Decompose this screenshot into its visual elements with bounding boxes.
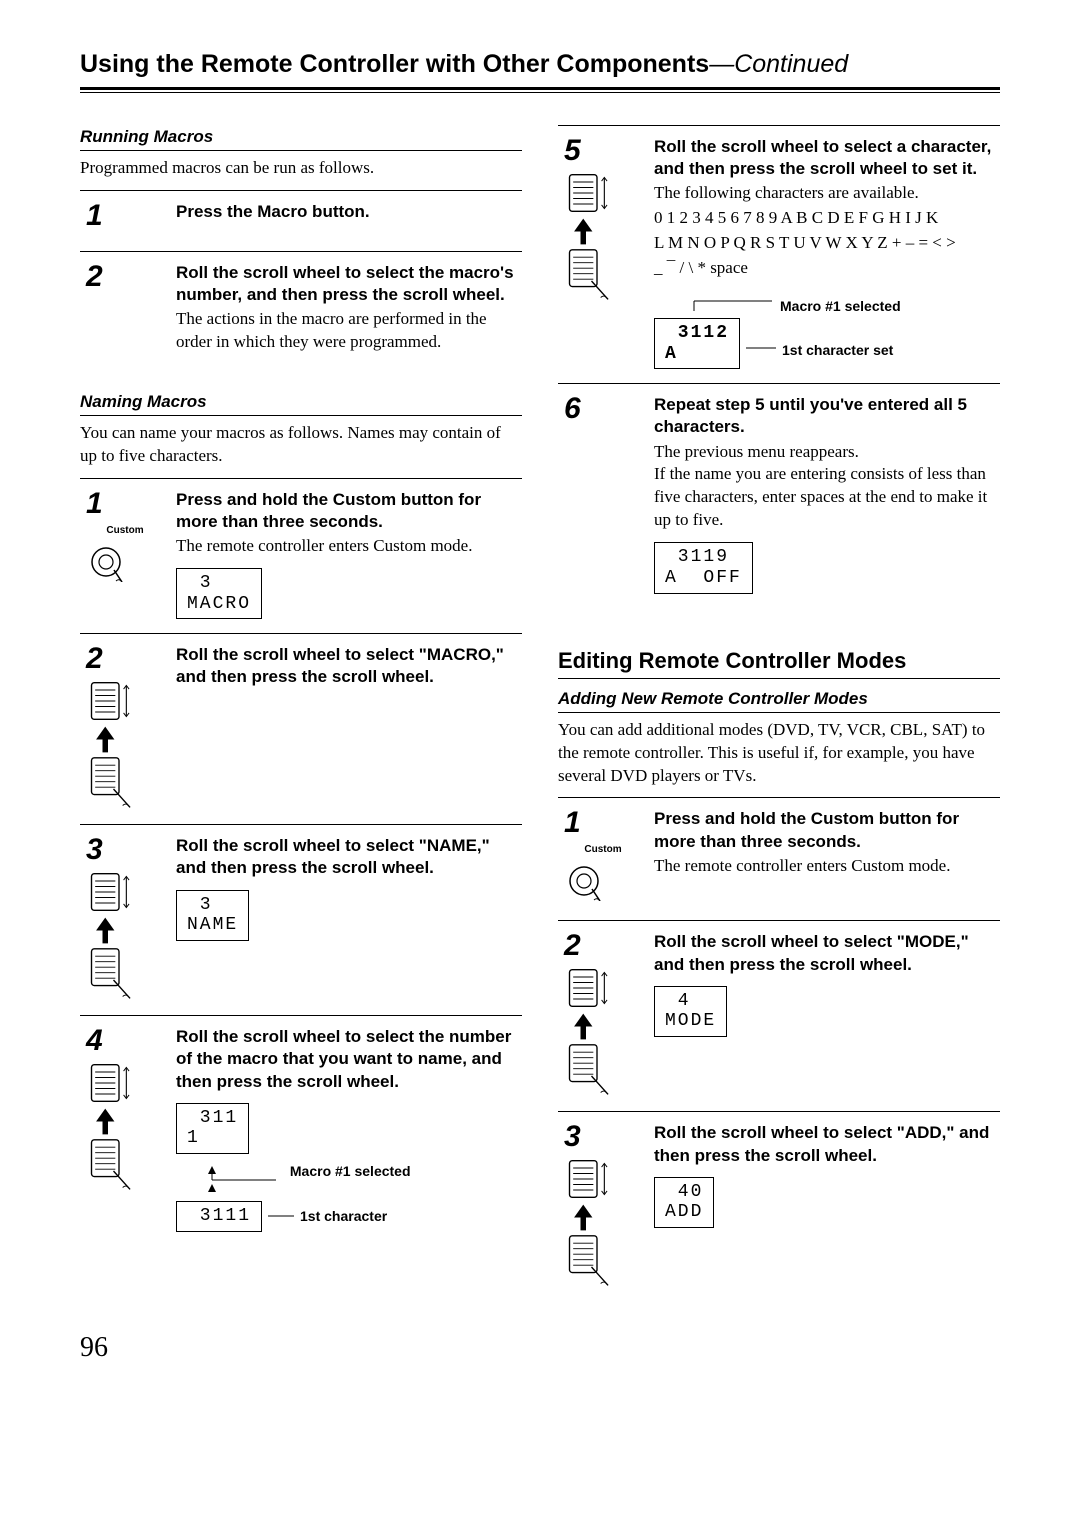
step-instruction: Roll the scroll wheel to select "MODE," … <box>654 931 994 975</box>
page-number: 96 <box>80 1332 1000 1364</box>
annotation-block: Macro #1 selected <box>176 1164 516 1201</box>
annotation-label: Macro #1 selected <box>290 1163 411 1179</box>
step-description: The remote controller enters Custom mode… <box>654 855 994 878</box>
annotation-label: Macro #1 selected <box>780 298 901 314</box>
lcd-display: 3111 <box>176 1201 262 1232</box>
step-number: 1 <box>564 808 642 838</box>
lcd-display: 311 1 <box>176 1103 249 1154</box>
annotation-label: 1st character set <box>782 342 893 358</box>
running-macros-heading: Running Macros <box>80 127 522 151</box>
annotation-block: Macro #1 selected 3112 A 1st character s… <box>654 298 994 369</box>
step-instruction: Roll the scroll wheel to select the numb… <box>176 1026 516 1092</box>
scroll-wheel-icon <box>86 871 164 1001</box>
step-number: 2 <box>86 262 164 292</box>
step-instruction: Press and hold the Custom button for mor… <box>654 808 994 852</box>
step-number: 2 <box>86 644 164 674</box>
adding-modes-subhead: Adding New Remote Controller Modes <box>558 689 1000 713</box>
step-description: The actions in the macro are performed i… <box>176 308 516 354</box>
step-number: 2 <box>564 931 642 961</box>
running-macros-intro: Programmed macros can be run as follows. <box>80 157 522 180</box>
step-number: 1 <box>86 201 164 231</box>
step-description: The following characters are available. <box>654 182 994 205</box>
lcd-display: 3119 A OFF <box>654 542 753 593</box>
scroll-wheel-icon <box>564 1158 642 1288</box>
step-number: 4 <box>86 1026 164 1056</box>
step-instruction: Roll the scroll wheel to select the macr… <box>176 262 516 306</box>
step-instruction: Roll the scroll wheel to select "NAME," … <box>176 835 516 879</box>
step-number: 3 <box>86 835 164 865</box>
adding-modes-steps: 1 Custom Press and hold the Custom butto… <box>558 797 1000 1302</box>
page-title: Using the Remote Controller with Other C… <box>80 50 1000 85</box>
title-rule <box>80 87 1000 90</box>
lcd-display: 3 MACRO <box>176 568 262 619</box>
step-instruction: Press the Macro button. <box>176 201 516 223</box>
annotation-line-icon <box>746 334 776 354</box>
character-list: _ ¯ / \ * space <box>654 257 994 280</box>
title-main: Using the Remote Controller with Other C… <box>80 50 709 78</box>
scroll-wheel-icon <box>86 1062 164 1192</box>
naming-macros-heading: Naming Macros <box>80 392 522 416</box>
scroll-wheel-icon <box>564 172 642 302</box>
lcd-display: 4 MODE <box>654 986 727 1037</box>
step-instruction: Roll the scroll wheel to select "MACRO,"… <box>176 644 516 688</box>
step-description: The previous menu reappears. If the name… <box>654 441 994 533</box>
step-number: 6 <box>564 394 642 424</box>
lcd-display: 40 ADD <box>654 1177 714 1228</box>
editing-modes-heading: Editing Remote Controller Modes <box>558 648 1000 679</box>
lcd-display: 3 NAME <box>176 890 249 941</box>
lcd-display: 3112 A <box>654 318 740 369</box>
right-column: 5 Roll the scroll wheel to select a char… <box>558 117 1000 1302</box>
character-list: L M N O P Q R S T U V W X Y Z + – = < > <box>654 232 994 255</box>
annotation-arrows-icon <box>176 1164 286 1198</box>
step-number: 5 <box>564 136 642 166</box>
step-instruction: Repeat step 5 until you've entered all 5… <box>654 394 994 438</box>
scroll-wheel-icon <box>86 680 164 810</box>
scroll-wheel-icon <box>564 967 642 1097</box>
title-rule-thin <box>80 92 1000 93</box>
custom-button-label: Custom <box>86 525 164 536</box>
step-number: 1 <box>86 489 164 519</box>
naming-macros-intro: You can name your macros as follows. Nam… <box>80 422 522 468</box>
character-list: 0 1 2 3 4 5 6 7 8 9 A B C D E F G H I J … <box>654 207 994 230</box>
custom-button-label: Custom <box>564 844 642 855</box>
title-continued: —Continued <box>709 50 848 78</box>
adding-modes-intro: You can add additional modes (DVD, TV, V… <box>558 719 1000 788</box>
naming-macros-steps: 1 Custom Press and hold the Custom butto… <box>80 478 522 1246</box>
annotation-label: 1st character <box>300 1208 387 1224</box>
annotation-line-icon <box>654 299 774 313</box>
custom-button-icon <box>86 542 164 587</box>
annotation-line-icon <box>268 1206 294 1226</box>
running-macros-steps: 1 Press the Macro button. 2 Roll the scr… <box>80 190 522 368</box>
step-instruction: Roll the scroll wheel to select a charac… <box>654 136 994 180</box>
custom-button-icon <box>564 861 642 906</box>
step-number: 3 <box>564 1122 642 1152</box>
naming-macros-steps-cont: 5 Roll the scroll wheel to select a char… <box>558 125 1000 608</box>
step-instruction: Roll the scroll wheel to select "ADD," a… <box>654 1122 994 1166</box>
step-instruction: Press and hold the Custom button for mor… <box>176 489 516 533</box>
step-description: The remote controller enters Custom mode… <box>176 535 516 558</box>
left-column: Running Macros Programmed macros can be … <box>80 117 522 1302</box>
